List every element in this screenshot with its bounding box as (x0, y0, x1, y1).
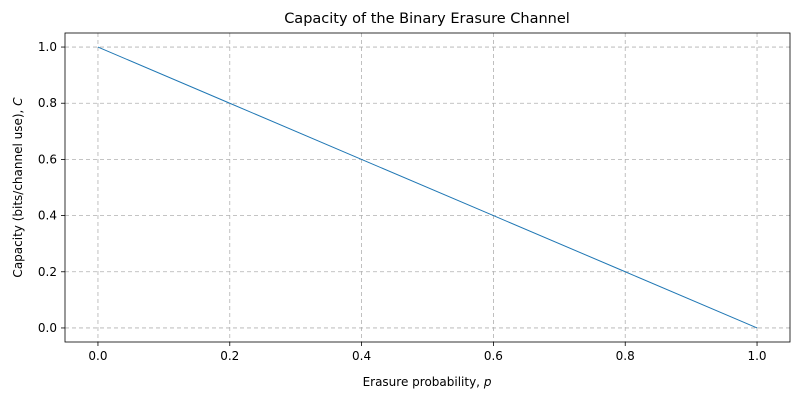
y-axis-label-text: Capacity (bits/channel use), (11, 106, 25, 278)
plot-frame (64, 32, 791, 343)
x-axis-ticks: 0.0 0.2 0.4 0.6 0.8 1.0 (88, 342, 767, 363)
y-axis-label: Capacity (bits/channel use), C (11, 97, 25, 278)
y-tick-label: 0.4 (38, 209, 57, 223)
x-tick-label: 0.8 (616, 349, 635, 363)
x-axis-label: Erasure probability, p (363, 375, 492, 389)
x-tick-label: 0.2 (220, 349, 239, 363)
x-tick-label: 0.6 (484, 349, 503, 363)
x-tick-label: 0.4 (352, 349, 371, 363)
y-tick-label: 1.0 (38, 40, 57, 54)
x-axis-label-text: Erasure probability, (363, 375, 484, 389)
y-tick-label: 0.8 (38, 96, 57, 110)
x-tick-label: 0.0 (88, 349, 107, 363)
y-tick-label: 0.0 (38, 321, 57, 335)
y-tick-label: 0.2 (38, 265, 57, 279)
y-axis-label-symbol: C (11, 97, 25, 106)
x-tick-label: 1.0 (747, 349, 766, 363)
chart-title: Capacity of the Binary Erasure Channel (284, 11, 570, 27)
grid (65, 33, 790, 342)
y-tick-label: 0.6 (38, 152, 57, 166)
y-axis-ticks: 0.0 0.2 0.4 0.6 0.8 1.0 (38, 40, 65, 335)
series-layer (97, 46, 758, 329)
x-axis-label-symbol: p (483, 375, 492, 389)
series-line (97, 46, 758, 329)
